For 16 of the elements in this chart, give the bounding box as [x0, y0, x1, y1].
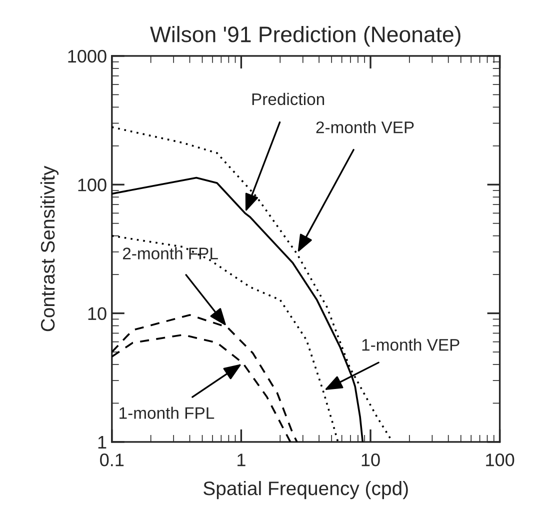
x-tick-label: 10 [362, 454, 380, 466]
x-axis-title: Spatial Frequency (cpd) [204, 480, 408, 500]
y-axis-title: Contrast Sensitivity [40, 166, 59, 332]
y-tick-label: 10 [88, 307, 106, 320]
annotation: 2-month FPL [122, 247, 218, 260]
annotation: 2-month VEP [316, 121, 414, 134]
x-tick-label: 1 [238, 454, 246, 466]
annotation: 1-month VEP [362, 338, 460, 351]
x-tick-label: 100 [486, 454, 514, 466]
y-tick-label: 1 [98, 436, 106, 448]
y-tick-label: 1000 [68, 50, 106, 63]
y-tick-label: 100 [78, 178, 106, 192]
chart-title: Wilson '91 Prediction (Neonate) [150, 26, 460, 47]
annotation: Prediction [252, 92, 324, 106]
x-tick-label: 0.1 [100, 454, 124, 466]
annotation: 1-month FPL [120, 406, 214, 419]
